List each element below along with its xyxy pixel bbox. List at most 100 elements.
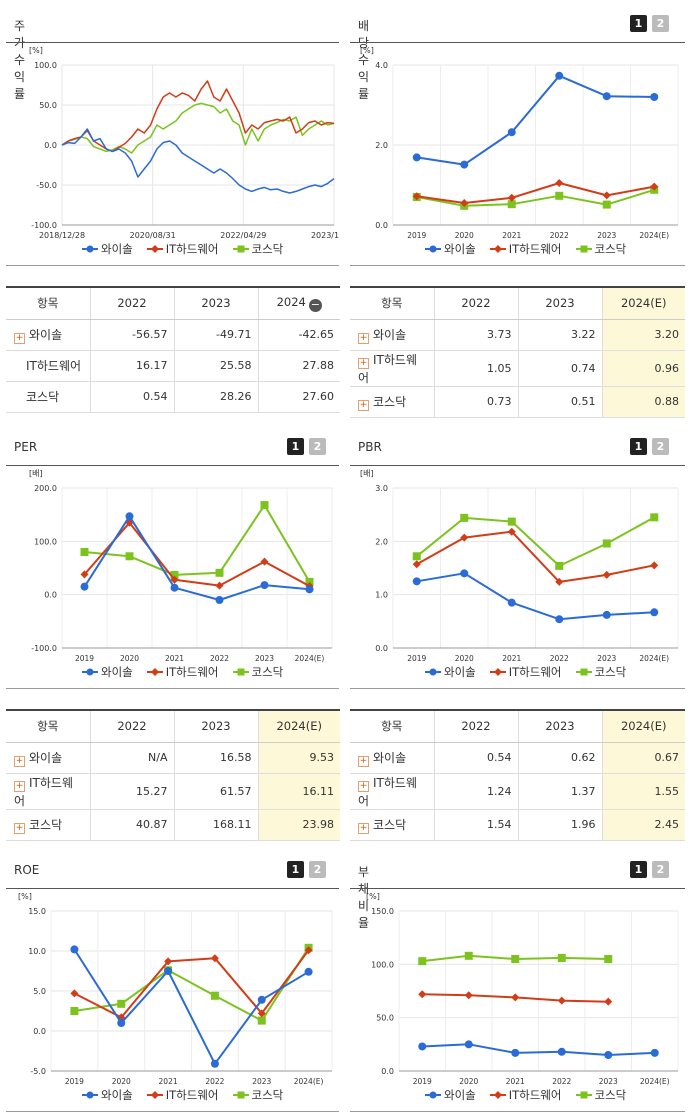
table-row: + IT하드웨어 15.27 61.57 16.11 (6, 773, 340, 810)
data-point (80, 548, 89, 556)
table-row: + IT하드웨어 1.05 0.74 0.96 (350, 350, 685, 387)
data-point (412, 153, 421, 162)
legend-label: 와이솔 (444, 1088, 476, 1102)
series-line (74, 947, 310, 1022)
data-point (117, 1019, 126, 1027)
chart-legend: 와이솔 IT하드웨어 코스닥 (425, 241, 626, 257)
data-point (464, 951, 473, 960)
legend-item[interactable]: 코스닥 (232, 241, 283, 257)
data-point (257, 995, 266, 1004)
legend-marker (489, 1091, 506, 1099)
divider (350, 888, 685, 889)
expand-icon[interactable]: + (14, 822, 25, 834)
series-line (73, 948, 310, 1065)
data-point (604, 997, 613, 1006)
legend-item[interactable]: 와이솔 (82, 1087, 133, 1103)
y-tick-label: 50.0 (376, 1014, 394, 1023)
series-line (61, 80, 335, 153)
expand-icon[interactable]: + (14, 332, 25, 344)
page-2-button[interactable]: 2 (652, 861, 669, 878)
expand-icon[interactable]: + (358, 780, 369, 792)
data-point (464, 991, 473, 1000)
legend-label: 와이솔 (101, 1088, 133, 1102)
y-tick-label: -5.0 (30, 1067, 46, 1076)
series-line (61, 102, 335, 154)
expand-icon[interactable]: + (358, 357, 369, 369)
page-1-button[interactable]: 1 (287, 861, 304, 878)
legend-item[interactable]: 와이솔 (425, 1087, 476, 1103)
legend-item[interactable]: 코스닥 (232, 1087, 283, 1103)
y-tick-label: 2.0 (375, 141, 388, 150)
table-row: + 와이솔 0.54 0.62 0.67 (350, 742, 685, 774)
page-2-button[interactable]: 2 (309, 438, 326, 455)
legend-label: 와이솔 (444, 242, 476, 256)
per-table: 항목 2022 2023 2024(E) + 와이솔 N/A 16.58 9.53 + I… (6, 709, 340, 841)
data-point (511, 993, 520, 1002)
y-tick-label: 0.0 (44, 141, 57, 150)
expand-icon[interactable]: + (358, 399, 369, 411)
collapse-icon[interactable]: − (308, 297, 322, 312)
x-tick-label: 2021 (159, 1077, 178, 1086)
unit-label: [배] (360, 469, 374, 478)
data-point (305, 585, 314, 594)
page-2-button[interactable]: 2 (652, 15, 669, 32)
legend-item[interactable]: 와이솔 (82, 241, 133, 257)
legend-item[interactable]: 와이솔 (425, 241, 476, 257)
expand-icon[interactable]: + (14, 780, 25, 792)
col-header: 항목 (350, 709, 434, 743)
legend-item[interactable]: 코스닥 (575, 664, 626, 680)
x-tick-label: 2019 (407, 231, 426, 240)
legend-item[interactable]: IT하드웨어 (489, 241, 562, 257)
legend-item[interactable]: IT하드웨어 (146, 1087, 219, 1103)
data-point (650, 93, 659, 101)
page-1-button[interactable]: 1 (630, 438, 647, 455)
chart-legend: 와이솔 IT하드웨어 코스닥 (82, 664, 283, 680)
expand-icon[interactable]: + (358, 822, 369, 834)
unit-label: [배] (29, 469, 43, 478)
legend-item[interactable]: IT하드웨어 (489, 1087, 562, 1103)
pager: 1 2 (630, 438, 669, 455)
data-point (555, 577, 564, 586)
page-2-button[interactable]: 2 (309, 861, 326, 878)
dividend-yield-chart: [%]4.0 2.0 0.0 2019 2020 2021 2022 2023 2024(E) (360, 46, 679, 240)
col-header: 2024(E) (601, 286, 685, 320)
legend-item[interactable]: IT하드웨어 (489, 664, 562, 680)
legend-item[interactable]: 와이솔 (425, 664, 476, 680)
legend-label: IT하드웨어 (508, 665, 562, 679)
pbr-chart: [배]3.0 2.0 1.0 0.0 2019 2020 2021 2022 2023 2024(… (360, 469, 679, 663)
legend-marker (232, 1091, 249, 1099)
data-point (557, 996, 566, 1005)
pager: 1 2 (287, 861, 326, 878)
legend-item[interactable]: IT하드웨어 (146, 664, 219, 680)
legend-marker (82, 245, 98, 253)
x-tick-label: 2019 (407, 654, 426, 663)
legend-item[interactable]: 코스닥 (575, 241, 626, 257)
divider (350, 265, 685, 266)
data-point (215, 596, 224, 604)
page-1-button[interactable]: 1 (287, 438, 304, 455)
legend-item[interactable]: 코스닥 (232, 664, 283, 680)
page-1-button[interactable]: 1 (630, 861, 647, 878)
data-point (260, 501, 269, 510)
data-point (555, 71, 564, 80)
page-1-button[interactable]: 1 (630, 15, 647, 32)
expand-icon[interactable]: + (358, 332, 369, 344)
x-tick-label: 2018/12/28 (39, 231, 85, 240)
data-point (412, 192, 421, 201)
y-tick-label: -100.0 (31, 221, 57, 230)
legend-item[interactable]: 와이솔 (82, 664, 133, 680)
legend-item[interactable]: 코스닥 (575, 1087, 626, 1103)
data-point (260, 557, 269, 566)
expand-icon[interactable]: + (14, 755, 25, 767)
expand-icon[interactable]: + (358, 755, 369, 767)
legend-marker (489, 668, 506, 676)
legend-item[interactable]: IT하드웨어 (146, 241, 219, 257)
legend-marker (425, 1091, 441, 1099)
page-2-button[interactable]: 2 (652, 438, 669, 455)
x-tick-label: 2024(E) (639, 231, 669, 240)
y-tick-label: 1.0 (375, 591, 388, 600)
data-point (257, 1016, 266, 1025)
data-point (507, 598, 516, 607)
legend-label: IT하드웨어 (165, 665, 219, 679)
col-header: 2022 (89, 286, 174, 320)
